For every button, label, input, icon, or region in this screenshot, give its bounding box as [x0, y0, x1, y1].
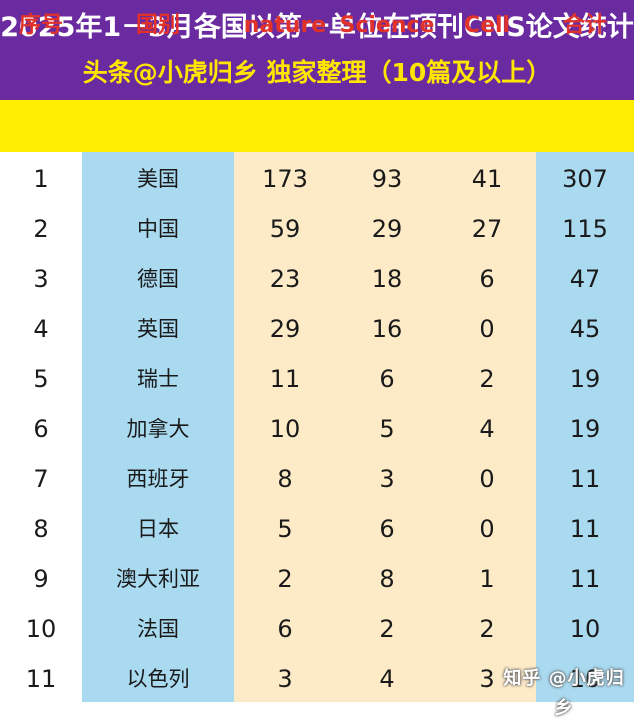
journal-columns-bg — [234, 152, 536, 702]
cell-cell: 0 — [479, 465, 495, 493]
cell-science: 16 — [371, 315, 403, 343]
cell-total: 19 — [569, 415, 601, 443]
cell-science: 3 — [379, 465, 395, 493]
cell-country: 法国 — [137, 617, 179, 641]
cell-nature: 5 — [277, 515, 293, 543]
column-header-science: Science — [339, 13, 435, 38]
title-banner — [0, 0, 634, 100]
cell-total: 11 — [569, 465, 601, 493]
cell-index: 4 — [33, 315, 49, 343]
cell-science: 29 — [371, 215, 403, 243]
cell-science: 2 — [379, 615, 395, 643]
cell-cell: 27 — [471, 215, 503, 243]
cell-country: 以色列 — [126, 667, 190, 691]
cell-nature: 2 — [277, 565, 293, 593]
cell-total: 10 — [569, 665, 601, 693]
cell-nature: 11 — [269, 365, 301, 393]
cell-science: 5 — [379, 415, 395, 443]
cell-index: 2 — [33, 215, 49, 243]
cell-country: 英国 — [137, 317, 179, 341]
cell-index: 9 — [33, 565, 49, 593]
cell-nature: 10 — [269, 415, 301, 443]
cell-cell: 2 — [479, 615, 495, 643]
cell-cell: 4 — [479, 415, 495, 443]
cell-total: 45 — [569, 315, 601, 343]
cell-cell: 3 — [479, 665, 495, 693]
cell-cell: 2 — [479, 365, 495, 393]
cell-total: 19 — [569, 365, 601, 393]
column-header-country: 国别 — [135, 13, 180, 38]
cell-country: 中国 — [137, 217, 179, 241]
column-header-index: 序号 — [18, 13, 63, 38]
watermark: 知乎 @小虎归乡 — [503, 668, 625, 719]
cell-nature: 3 — [277, 665, 293, 693]
cell-cell: 6 — [479, 265, 495, 293]
cell-science: 4 — [379, 665, 395, 693]
cell-index: 6 — [33, 415, 49, 443]
cell-total: 11 — [569, 515, 601, 543]
cell-nature: 59 — [269, 215, 301, 243]
cell-science: 8 — [379, 565, 395, 593]
cell-index: 5 — [33, 365, 49, 393]
cell-science: 18 — [371, 265, 403, 293]
cell-country: 加拿大 — [126, 417, 190, 441]
cell-nature: 23 — [269, 265, 301, 293]
cell-index: 7 — [33, 465, 49, 493]
column-header-nature: nature — [243, 13, 327, 38]
cell-total: 307 — [562, 165, 608, 193]
cell-index: 11 — [25, 665, 57, 693]
cell-country: 德国 — [137, 267, 179, 291]
cell-nature: 8 — [277, 465, 293, 493]
cell-total: 10 — [569, 615, 601, 643]
cell-nature: 173 — [262, 165, 308, 193]
cell-total: 11 — [569, 565, 601, 593]
page-subtitle: 头条@小虎归乡 独家整理（10篇及以上） — [82, 58, 552, 87]
table-header-row — [0, 100, 634, 152]
cell-country: 澳大利亚 — [116, 567, 200, 591]
cell-nature: 29 — [269, 315, 301, 343]
cell-total: 115 — [562, 215, 608, 243]
cell-country: 瑞士 — [137, 367, 179, 391]
total-column-bg — [536, 152, 634, 702]
cell-index: 10 — [25, 615, 57, 643]
cell-cell: 0 — [479, 315, 495, 343]
cell-science: 6 — [379, 365, 395, 393]
column-header-total: 合计 — [562, 13, 607, 38]
cell-science: 93 — [371, 165, 403, 193]
cell-nature: 6 — [277, 615, 293, 643]
cell-cell: 1 — [479, 565, 495, 593]
cell-science: 6 — [379, 515, 395, 543]
column-header-cell: Cell — [463, 13, 511, 38]
cell-index: 1 — [33, 165, 49, 193]
page-title: 2025年1－3月各国以第一单位在顶刊CNS论文统计 — [0, 12, 634, 43]
cell-cell: 0 — [479, 515, 495, 543]
cell-total: 47 — [569, 265, 601, 293]
cell-cell: 41 — [471, 165, 503, 193]
country-column-bg — [82, 152, 234, 702]
cell-index: 8 — [33, 515, 49, 543]
cell-country: 日本 — [137, 517, 179, 541]
cell-country: 美国 — [137, 167, 179, 191]
cell-country: 西班牙 — [126, 467, 190, 491]
cell-index: 3 — [33, 265, 49, 293]
